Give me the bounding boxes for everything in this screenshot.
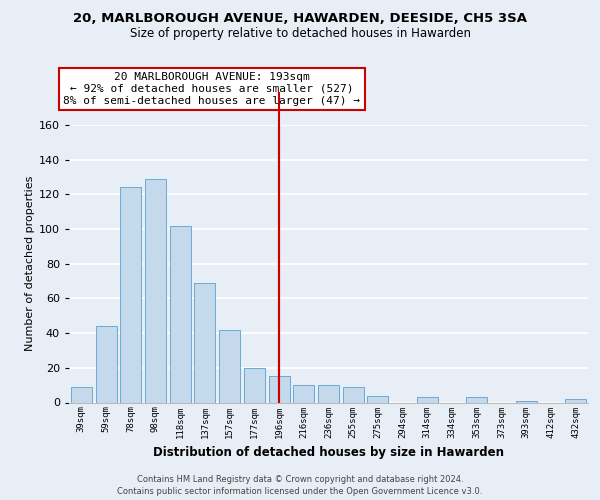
Bar	[466, 398, 487, 402]
Text: Contains HM Land Registry data © Crown copyright and database right 2024.: Contains HM Land Registry data © Crown c…	[137, 475, 463, 484]
Bar	[293, 385, 314, 402]
Text: 20, MARLBOROUGH AVENUE, HAWARDEN, DEESIDE, CH5 3SA: 20, MARLBOROUGH AVENUE, HAWARDEN, DEESID…	[73, 12, 527, 26]
Bar	[145, 179, 166, 402]
Bar	[269, 376, 290, 402]
Bar	[194, 283, 215, 403]
X-axis label: Distribution of detached houses by size in Hawarden: Distribution of detached houses by size …	[153, 446, 504, 459]
Bar	[95, 326, 116, 402]
Bar	[170, 226, 191, 402]
Bar	[120, 188, 141, 402]
Bar	[219, 330, 240, 402]
Text: Size of property relative to detached houses in Hawarden: Size of property relative to detached ho…	[130, 28, 470, 40]
Text: Contains public sector information licensed under the Open Government Licence v3: Contains public sector information licen…	[118, 487, 482, 496]
Bar	[516, 401, 537, 402]
Bar	[318, 385, 339, 402]
Bar	[565, 399, 586, 402]
Bar	[367, 396, 388, 402]
Bar	[343, 387, 364, 402]
Text: 20 MARLBOROUGH AVENUE: 193sqm
← 92% of detached houses are smaller (527)
8% of s: 20 MARLBOROUGH AVENUE: 193sqm ← 92% of d…	[63, 72, 360, 106]
Bar	[71, 387, 92, 402]
Y-axis label: Number of detached properties: Number of detached properties	[25, 176, 35, 352]
Bar	[417, 398, 438, 402]
Bar	[244, 368, 265, 402]
